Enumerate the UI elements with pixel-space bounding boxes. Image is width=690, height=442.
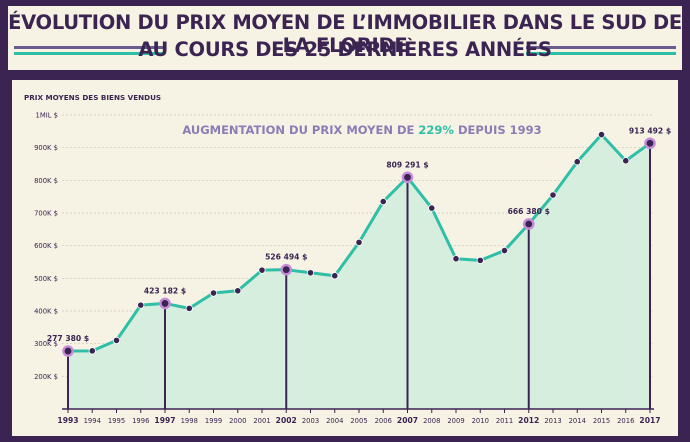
y-tick-label: 900K $ [34, 144, 58, 152]
x-tick-label: 2008 [423, 417, 440, 425]
data-label: 423 182 $ [144, 286, 186, 295]
data-point [209, 289, 218, 297]
data-label: 809 291 $ [386, 160, 428, 169]
data-point [258, 266, 266, 274]
annotation-suffix: DEPUIS 1993 [454, 123, 542, 137]
data-point [234, 287, 242, 295]
data-point [573, 158, 581, 166]
x-tick-label: 2005 [350, 417, 367, 425]
x-tick-label: 2017 [639, 416, 660, 425]
x-tick-label: 2010 [472, 417, 489, 425]
highlight-point [280, 263, 293, 276]
y-tick-label: 300K $ [34, 340, 58, 348]
data-point [355, 238, 363, 246]
x-tick-label: 2006 [375, 417, 392, 425]
y-tick-label: 800K $ [34, 177, 58, 185]
x-tick-label: 2007 [397, 416, 418, 425]
data-label: 913 492 $ [629, 126, 671, 135]
x-tick-label: 2001 [253, 417, 270, 425]
area-chart: PRIX MOYENS DES BIENS VENDUS 200K $ 300K … [24, 93, 671, 425]
x-tick-label: 2002 [276, 416, 297, 425]
data-point [379, 197, 387, 206]
highlight-drop-lines [67, 143, 651, 409]
chart-subtitle: AU COURS DES 25 DERNIÈRES ANNÉES [138, 38, 552, 61]
title-banner: ÉVOLUTION DU PRIX MOYEN DE L’IMMOBILIER … [8, 6, 682, 70]
y-tick-label: 200K $ [34, 373, 58, 381]
data-point [476, 256, 484, 264]
data-label: 277 380 $ [47, 334, 89, 343]
x-tick-label: 2016 [617, 417, 634, 425]
data-point [306, 269, 315, 277]
x-tick-label: 1993 [57, 416, 78, 425]
x-tick-label: 1998 [181, 417, 198, 425]
area-fill [68, 134, 650, 409]
growth-annotation: AUGMENTATION DU PRIX MOYEN DE 229% DEPUI… [182, 123, 541, 137]
x-tick-label: 2000 [229, 417, 246, 425]
data-point [331, 272, 339, 280]
data-label: 666 380 $ [508, 207, 550, 216]
y-axis-label: PRIX MOYENS DES BIENS VENDUS [24, 93, 161, 102]
data-point [549, 191, 557, 199]
highlight-point [644, 137, 656, 150]
x-tick-label: 1996 [132, 417, 149, 425]
y-axis-ticks: 200K $ 300K $ 400K $ 500K $ 600K $ 700K $ 800K… [34, 112, 58, 381]
data-point [622, 157, 630, 165]
decorative-stripe [526, 52, 676, 55]
x-tick-label: 1994 [84, 417, 101, 425]
highlight-point [62, 345, 74, 357]
data-point-markers [62, 130, 656, 357]
x-tick-label: 2003 [302, 417, 319, 425]
y-tick-label: 700K $ [34, 210, 58, 218]
data-point [452, 255, 460, 263]
chart-panel: PRIX MOYENS DES BIENS VENDUS 200K $ 300K … [12, 80, 678, 436]
decorative-stripe [14, 46, 164, 49]
annotation-prefix: AUGMENTATION DU PRIX MOYEN DE [182, 123, 418, 137]
x-tick-label: 2013 [544, 417, 561, 425]
y-tick-label: 400K $ [34, 308, 58, 316]
x-tick-label: 2011 [496, 417, 513, 425]
highlight-point [522, 218, 535, 230]
y-tick-label: 500K $ [34, 275, 58, 283]
x-axis-ticks: 1993 1994 1995 1996 1997 1998 1999 2000 2001 2002… [57, 409, 661, 425]
data-point [185, 304, 193, 312]
data-point [137, 301, 145, 309]
highlight-point [401, 171, 414, 184]
x-tick-label: 2014 [569, 417, 586, 425]
data-point [500, 246, 509, 255]
highlight-point [159, 297, 171, 310]
x-tick-label: 2015 [593, 417, 610, 425]
x-tick-label: 2004 [326, 417, 343, 425]
y-tick-label: 600K $ [34, 242, 58, 250]
decorative-stripe [14, 52, 164, 55]
decorative-stripe [526, 46, 676, 49]
data-point [112, 336, 121, 344]
chart-title: ÉVOLUTION DU PRIX MOYEN DE L’IMMOBILIER … [8, 11, 682, 57]
data-point [597, 130, 606, 139]
x-tick-label: 1995 [108, 417, 125, 425]
x-tick-label: 1999 [205, 417, 222, 425]
x-tick-label: 2012 [518, 416, 539, 425]
data-label: 526 494 $ [265, 253, 307, 262]
annotation-highlight: 229% [418, 123, 454, 137]
data-labels: 277 380 $ 423 182 $ 526 494 $ 809 291 $ 666 … [47, 126, 671, 343]
x-tick-label: 1997 [154, 416, 175, 425]
y-tick-label: 1MIL $ [36, 112, 58, 120]
data-point [88, 347, 96, 355]
x-tick-label: 2009 [447, 417, 464, 425]
data-point [428, 204, 436, 212]
